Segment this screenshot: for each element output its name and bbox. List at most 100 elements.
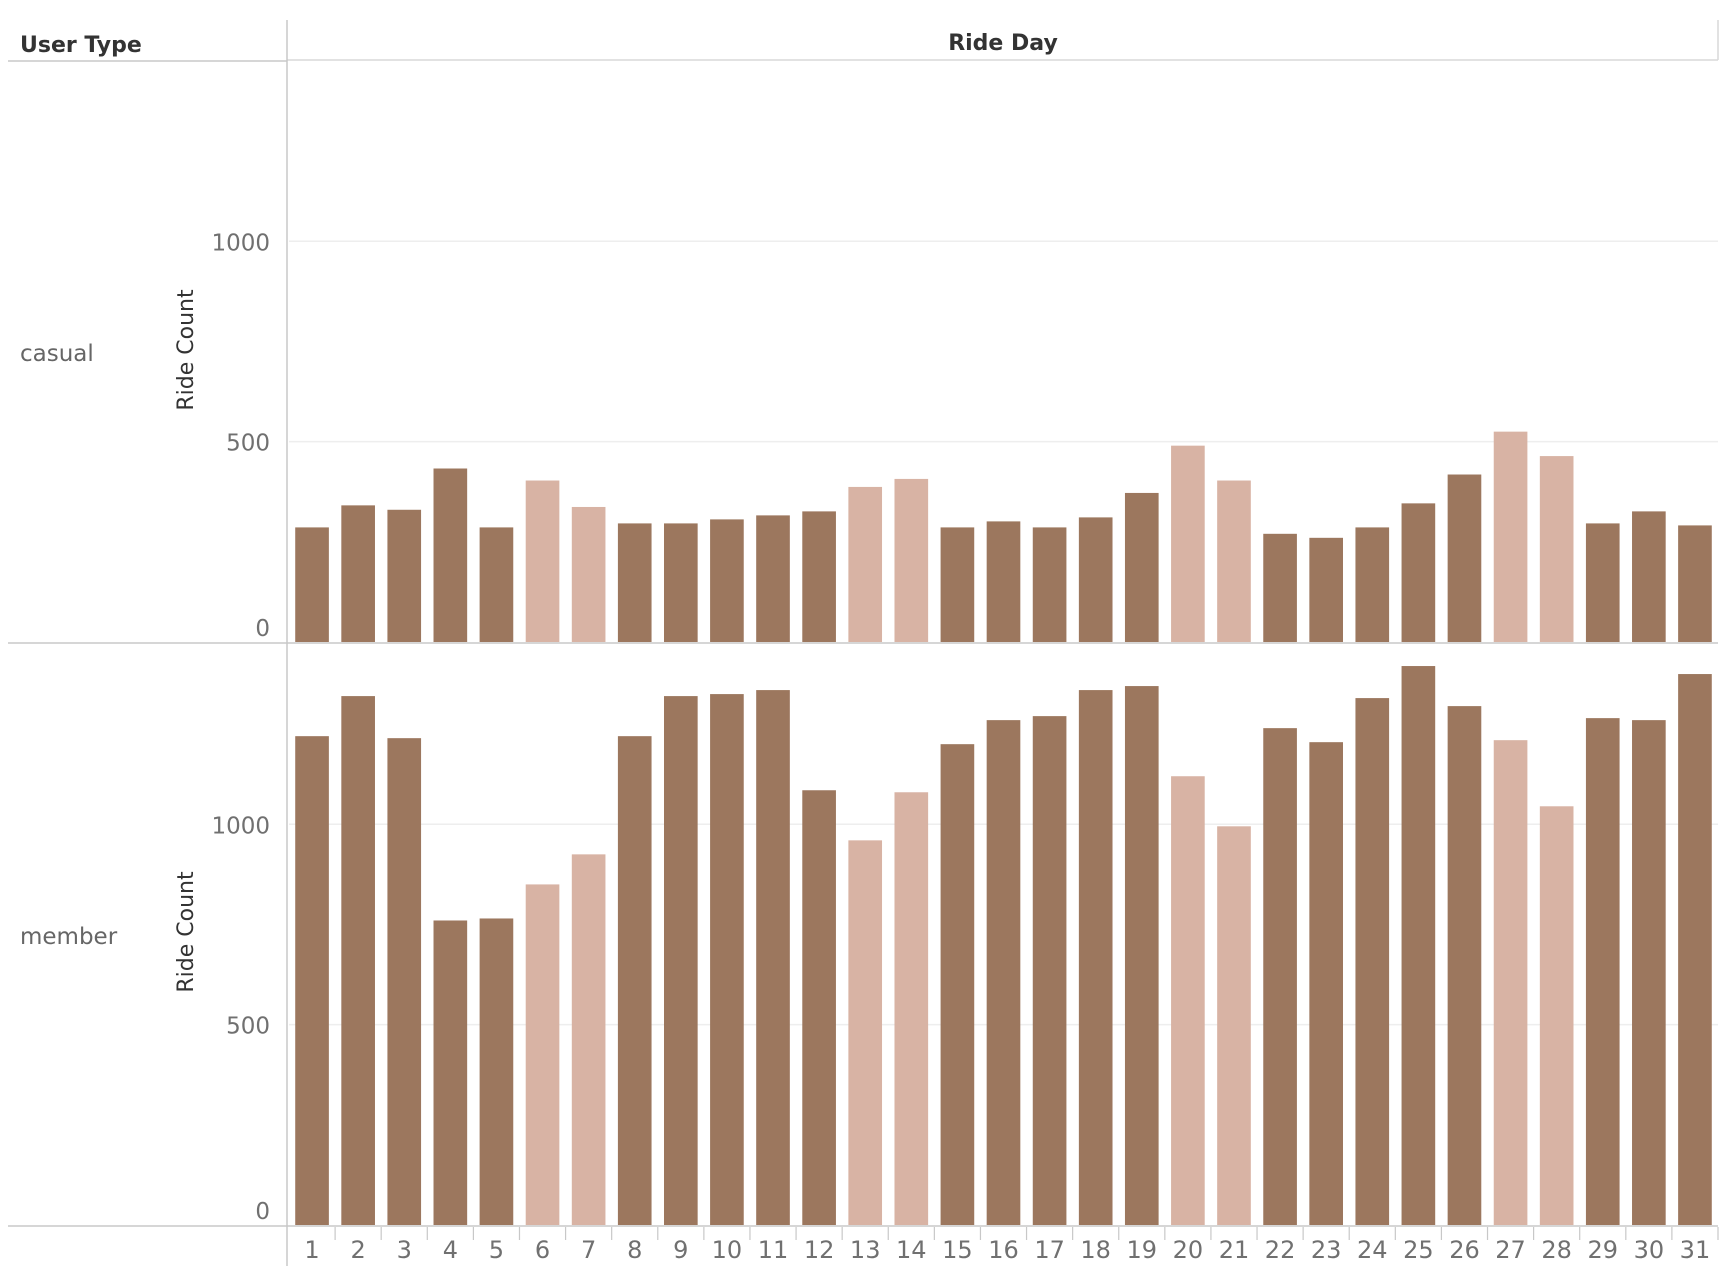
y-tick-label: 0 — [255, 1199, 270, 1225]
bar-casual-day-16 — [986, 521, 1021, 642]
x-tick-label-4: 4 — [443, 1236, 458, 1264]
y-tick-label: 1000 — [211, 813, 270, 839]
x-tick-label-10: 10 — [712, 1236, 743, 1264]
row-label-casual: casual — [20, 341, 94, 367]
bar-member-day-29 — [1585, 718, 1620, 1225]
x-tick-label-31: 31 — [1680, 1236, 1711, 1264]
bar-member-day-22 — [1263, 728, 1297, 1225]
bar-member-day-28 — [1539, 806, 1574, 1225]
row-label-member: member — [20, 924, 118, 950]
x-tick-label-13: 13 — [850, 1236, 881, 1264]
bar-casual-day-22 — [1263, 533, 1297, 642]
x-tick-label-27: 27 — [1495, 1236, 1526, 1264]
x-tick-label-20: 20 — [1173, 1236, 1204, 1264]
x-tick-label-16: 16 — [988, 1236, 1019, 1264]
bar-member-day-17 — [1032, 716, 1067, 1225]
y-tick-label: 0 — [255, 616, 270, 642]
bar-member-day-6 — [525, 884, 560, 1225]
bar-member-day-10 — [710, 694, 744, 1225]
y-tick-label: 500 — [226, 431, 270, 457]
x-tick-label-26: 26 — [1449, 1236, 1480, 1264]
bar-member-day-16 — [986, 720, 1021, 1225]
bar-member-day-21 — [1217, 826, 1251, 1225]
bar-casual-day-5 — [479, 527, 514, 642]
bar-member-day-5 — [479, 918, 514, 1225]
bar-member-day-18 — [1078, 690, 1113, 1225]
panel-member: 0 500 1000 Ride Count member — [8, 666, 1718, 1227]
bar-casual-day-21 — [1217, 480, 1251, 642]
y-axis-title: Ride Count — [174, 871, 199, 993]
bar-member-day-11 — [756, 690, 790, 1225]
bar-member-day-14 — [894, 792, 929, 1225]
x-tick-label-15: 15 — [942, 1236, 973, 1264]
bar-member-day-13 — [848, 840, 883, 1225]
x-tick-label-22: 22 — [1265, 1236, 1296, 1264]
x-tick-label-18: 18 — [1080, 1236, 1111, 1264]
x-tick-label-6: 6 — [535, 1236, 550, 1264]
bar-member-day-25 — [1401, 666, 1436, 1225]
x-tick-label-1: 1 — [304, 1236, 319, 1264]
x-axis: 1 2 3 4 5 6 7 8 9 10 11 12 13 14 15 16 17 18 19 20 21 22 23 24 2… — [304, 1227, 1719, 1264]
bar-casual-day-4 — [433, 468, 468, 642]
x-tick-label-2: 2 — [351, 1236, 366, 1264]
bar-member-day-26 — [1447, 706, 1482, 1225]
bar-casual-day-8 — [617, 523, 652, 642]
bar-casual-day-12 — [802, 511, 836, 642]
x-tick-label-7: 7 — [581, 1236, 596, 1264]
bar-casual-day-10 — [710, 519, 744, 642]
bar-casual-day-19 — [1124, 492, 1159, 642]
x-tick-label-29: 29 — [1587, 1236, 1618, 1264]
x-tick-label-14: 14 — [896, 1236, 927, 1264]
x-tick-label-21: 21 — [1219, 1236, 1250, 1264]
bar-casual-day-6 — [525, 480, 560, 642]
bar-casual-day-14 — [894, 478, 929, 642]
panel-casual: 0 500 1000 Ride Count casual — [8, 230, 1718, 644]
panels: 0 500 1000 Ride Count casual 0 500 1000 Ride Cou… — [8, 230, 1718, 1227]
bar-casual-day-25 — [1401, 503, 1436, 642]
column-header-label: Ride Day — [948, 31, 1058, 56]
bar-member-day-2 — [341, 696, 375, 1225]
bar-casual-day-31 — [1678, 525, 1712, 642]
bar-casual-day-13 — [848, 486, 883, 642]
bar-member-day-20 — [1171, 776, 1205, 1225]
bar-casual-day-24 — [1355, 527, 1390, 642]
x-tick-label-17: 17 — [1034, 1236, 1065, 1264]
y-axis-title: Ride Count — [174, 289, 199, 411]
bar-casual-day-30 — [1632, 511, 1666, 642]
bar-casual-day-3 — [387, 509, 422, 642]
bar-casual-day-29 — [1585, 523, 1620, 642]
bar-casual-day-18 — [1078, 517, 1113, 642]
bar-casual-day-23 — [1309, 537, 1343, 642]
bar-member-day-24 — [1355, 698, 1390, 1225]
bar-casual-day-9 — [664, 523, 698, 642]
y-tick-label: 1000 — [211, 230, 270, 256]
bar-member-day-4 — [433, 920, 468, 1225]
x-tick-label-12: 12 — [804, 1236, 835, 1264]
bar-member-day-27 — [1493, 740, 1528, 1225]
bar-casual-day-26 — [1447, 474, 1482, 642]
x-tick-label-23: 23 — [1311, 1236, 1342, 1264]
bar-member-day-23 — [1309, 742, 1343, 1225]
bar-casual-day-1 — [295, 527, 329, 642]
bar-member-day-1 — [295, 736, 329, 1225]
x-tick-label-25: 25 — [1403, 1236, 1434, 1264]
bar-member-day-30 — [1632, 720, 1666, 1225]
x-tick-label-11: 11 — [758, 1236, 789, 1264]
bar-member-day-19 — [1124, 686, 1159, 1225]
bar-member-day-7 — [571, 854, 606, 1225]
bar-casual-day-11 — [756, 515, 790, 642]
bar-member-day-3 — [387, 738, 422, 1225]
x-tick-label-5: 5 — [489, 1236, 504, 1264]
bar-member-day-15 — [940, 744, 975, 1225]
bar-casual-day-17 — [1032, 527, 1067, 642]
x-tick-label-28: 28 — [1541, 1236, 1572, 1264]
bar-member-day-12 — [802, 790, 836, 1225]
bar-casual-day-2 — [341, 505, 375, 642]
x-tick-label-30: 30 — [1634, 1236, 1665, 1264]
bar-casual-day-27 — [1493, 431, 1528, 642]
row-header-label: User Type — [20, 33, 142, 58]
bar-member-day-8 — [617, 736, 652, 1225]
x-tick-label-19: 19 — [1127, 1236, 1158, 1264]
x-tick-label-3: 3 — [397, 1236, 412, 1264]
